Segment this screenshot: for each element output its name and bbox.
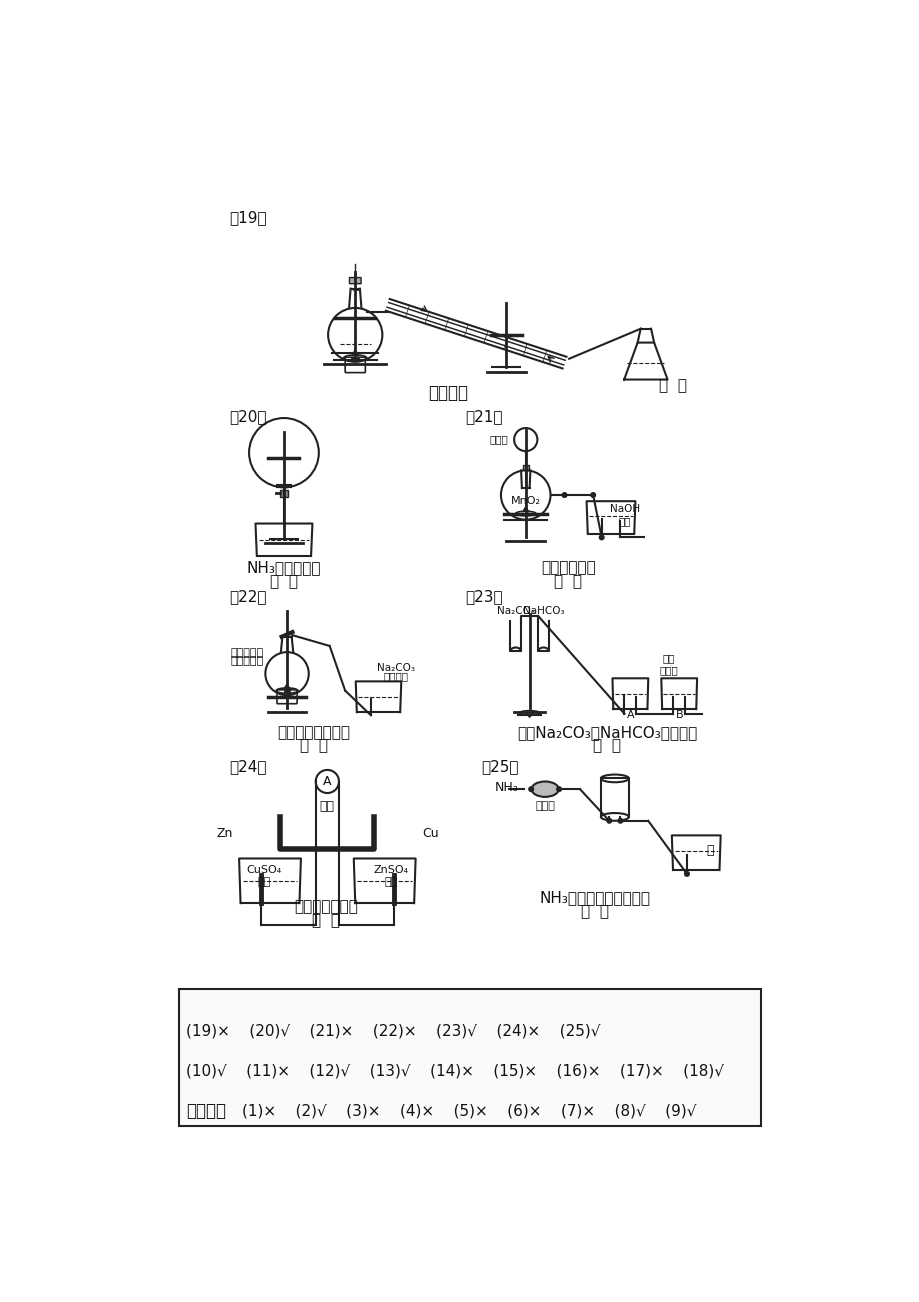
Text: MnO₂: MnO₂ [510,496,540,506]
Text: （  ）: （ ） [658,378,686,393]
Text: （21）: （21） [465,409,503,424]
Text: NaOH
溶液: NaOH 溶液 [609,504,640,526]
Circle shape [590,492,595,497]
Text: NH₃: NH₃ [494,781,518,794]
Ellipse shape [531,781,558,797]
Circle shape [618,819,622,823]
Text: （24）: （24） [230,759,267,775]
Text: 饱和溶液: 饱和溶液 [382,671,408,681]
Text: 酸和浓硫酸: 酸和浓硫酸 [230,656,263,667]
Text: 乙醇、冰醋: 乙醇、冰醋 [230,648,263,658]
Text: (19)×    (20)√    (21)×    (22)×    (23)√    (24)×    (25)√: (19)× (20)√ (21)× (22)× (23)√ (24)× (25)… [186,1023,600,1039]
Text: B: B [675,711,682,720]
Text: （20）: （20） [230,409,267,424]
Text: 实验室制乙酸乙酯: 实验室制乙酸乙酯 [278,725,350,740]
Text: 构成铜锌原电池: 构成铜锌原电池 [293,900,357,914]
Text: NaHCO₃: NaHCO₃ [522,605,563,616]
Bar [279,491,288,496]
Text: （23）: （23） [465,590,503,604]
Text: （22）: （22） [230,590,267,604]
Text: 盐桥: 盐桥 [320,801,335,814]
Text: Zn: Zn [216,827,233,840]
Circle shape [607,819,611,823]
Text: 澄清
石灰水: 澄清 石灰水 [659,654,678,676]
Text: Cu: Cu [422,827,438,840]
Text: NH₃的喷泉实验: NH₃的喷泉实验 [246,560,321,575]
Text: （  ）: （ ） [312,913,339,928]
Text: （25）: （25） [481,759,517,775]
Text: （  ）: （ ） [300,738,328,753]
Circle shape [598,535,604,540]
Text: NH₃的干燥、收集及处理: NH₃的干燥、收集及处理 [539,891,651,905]
Bar [522,465,528,470]
Text: 实验室制氯气: 实验室制氯气 [540,560,596,575]
Text: 自主核对: 自主核对 [186,1101,226,1120]
Text: （  ）: （ ） [581,904,608,919]
Text: CuSO₄
溶液: CuSO₄ 溶液 [246,866,281,887]
Text: （  ）: （ ） [269,574,298,590]
Text: ZnSO₄
溶液: ZnSO₄ 溶液 [373,866,408,887]
FancyBboxPatch shape [349,277,360,284]
Text: （  ）: （ ） [554,574,582,590]
Text: Na₂CO₃: Na₂CO₃ [376,663,414,673]
Text: 液盐酸: 液盐酸 [490,435,508,444]
Text: A: A [626,711,633,720]
Text: A: A [323,775,331,788]
Text: 水: 水 [706,844,713,857]
Text: 比较Na₂CO₃、NaHCO₃的稳定性: 比较Na₂CO₃、NaHCO₃的稳定性 [516,725,697,740]
Circle shape [684,871,688,876]
Text: （19）: （19） [230,211,267,225]
Circle shape [528,786,533,792]
FancyBboxPatch shape [178,990,761,1126]
Circle shape [562,492,566,497]
Text: (1)×    (2)√    (3)×    (4)×    (5)×    (6)×    (7)×    (8)√    (9)√: (1)× (2)√ (3)× (4)× (5)× (6)× (7)× (8)√ … [242,1104,696,1118]
Text: 碱石灰: 碱石灰 [535,801,554,811]
Text: （  ）: （ ） [593,738,620,753]
Text: (10)√    (11)×    (12)√    (13)√    (14)×    (15)×    (16)×    (17)×    (18)√: (10)√ (11)× (12)√ (13)√ (14)× (15)× (16)… [186,1064,723,1078]
Text: Na₂CO₃: Na₂CO₃ [496,605,534,616]
Circle shape [556,786,561,792]
Text: 蒸馏石油: 蒸馏石油 [427,384,468,402]
